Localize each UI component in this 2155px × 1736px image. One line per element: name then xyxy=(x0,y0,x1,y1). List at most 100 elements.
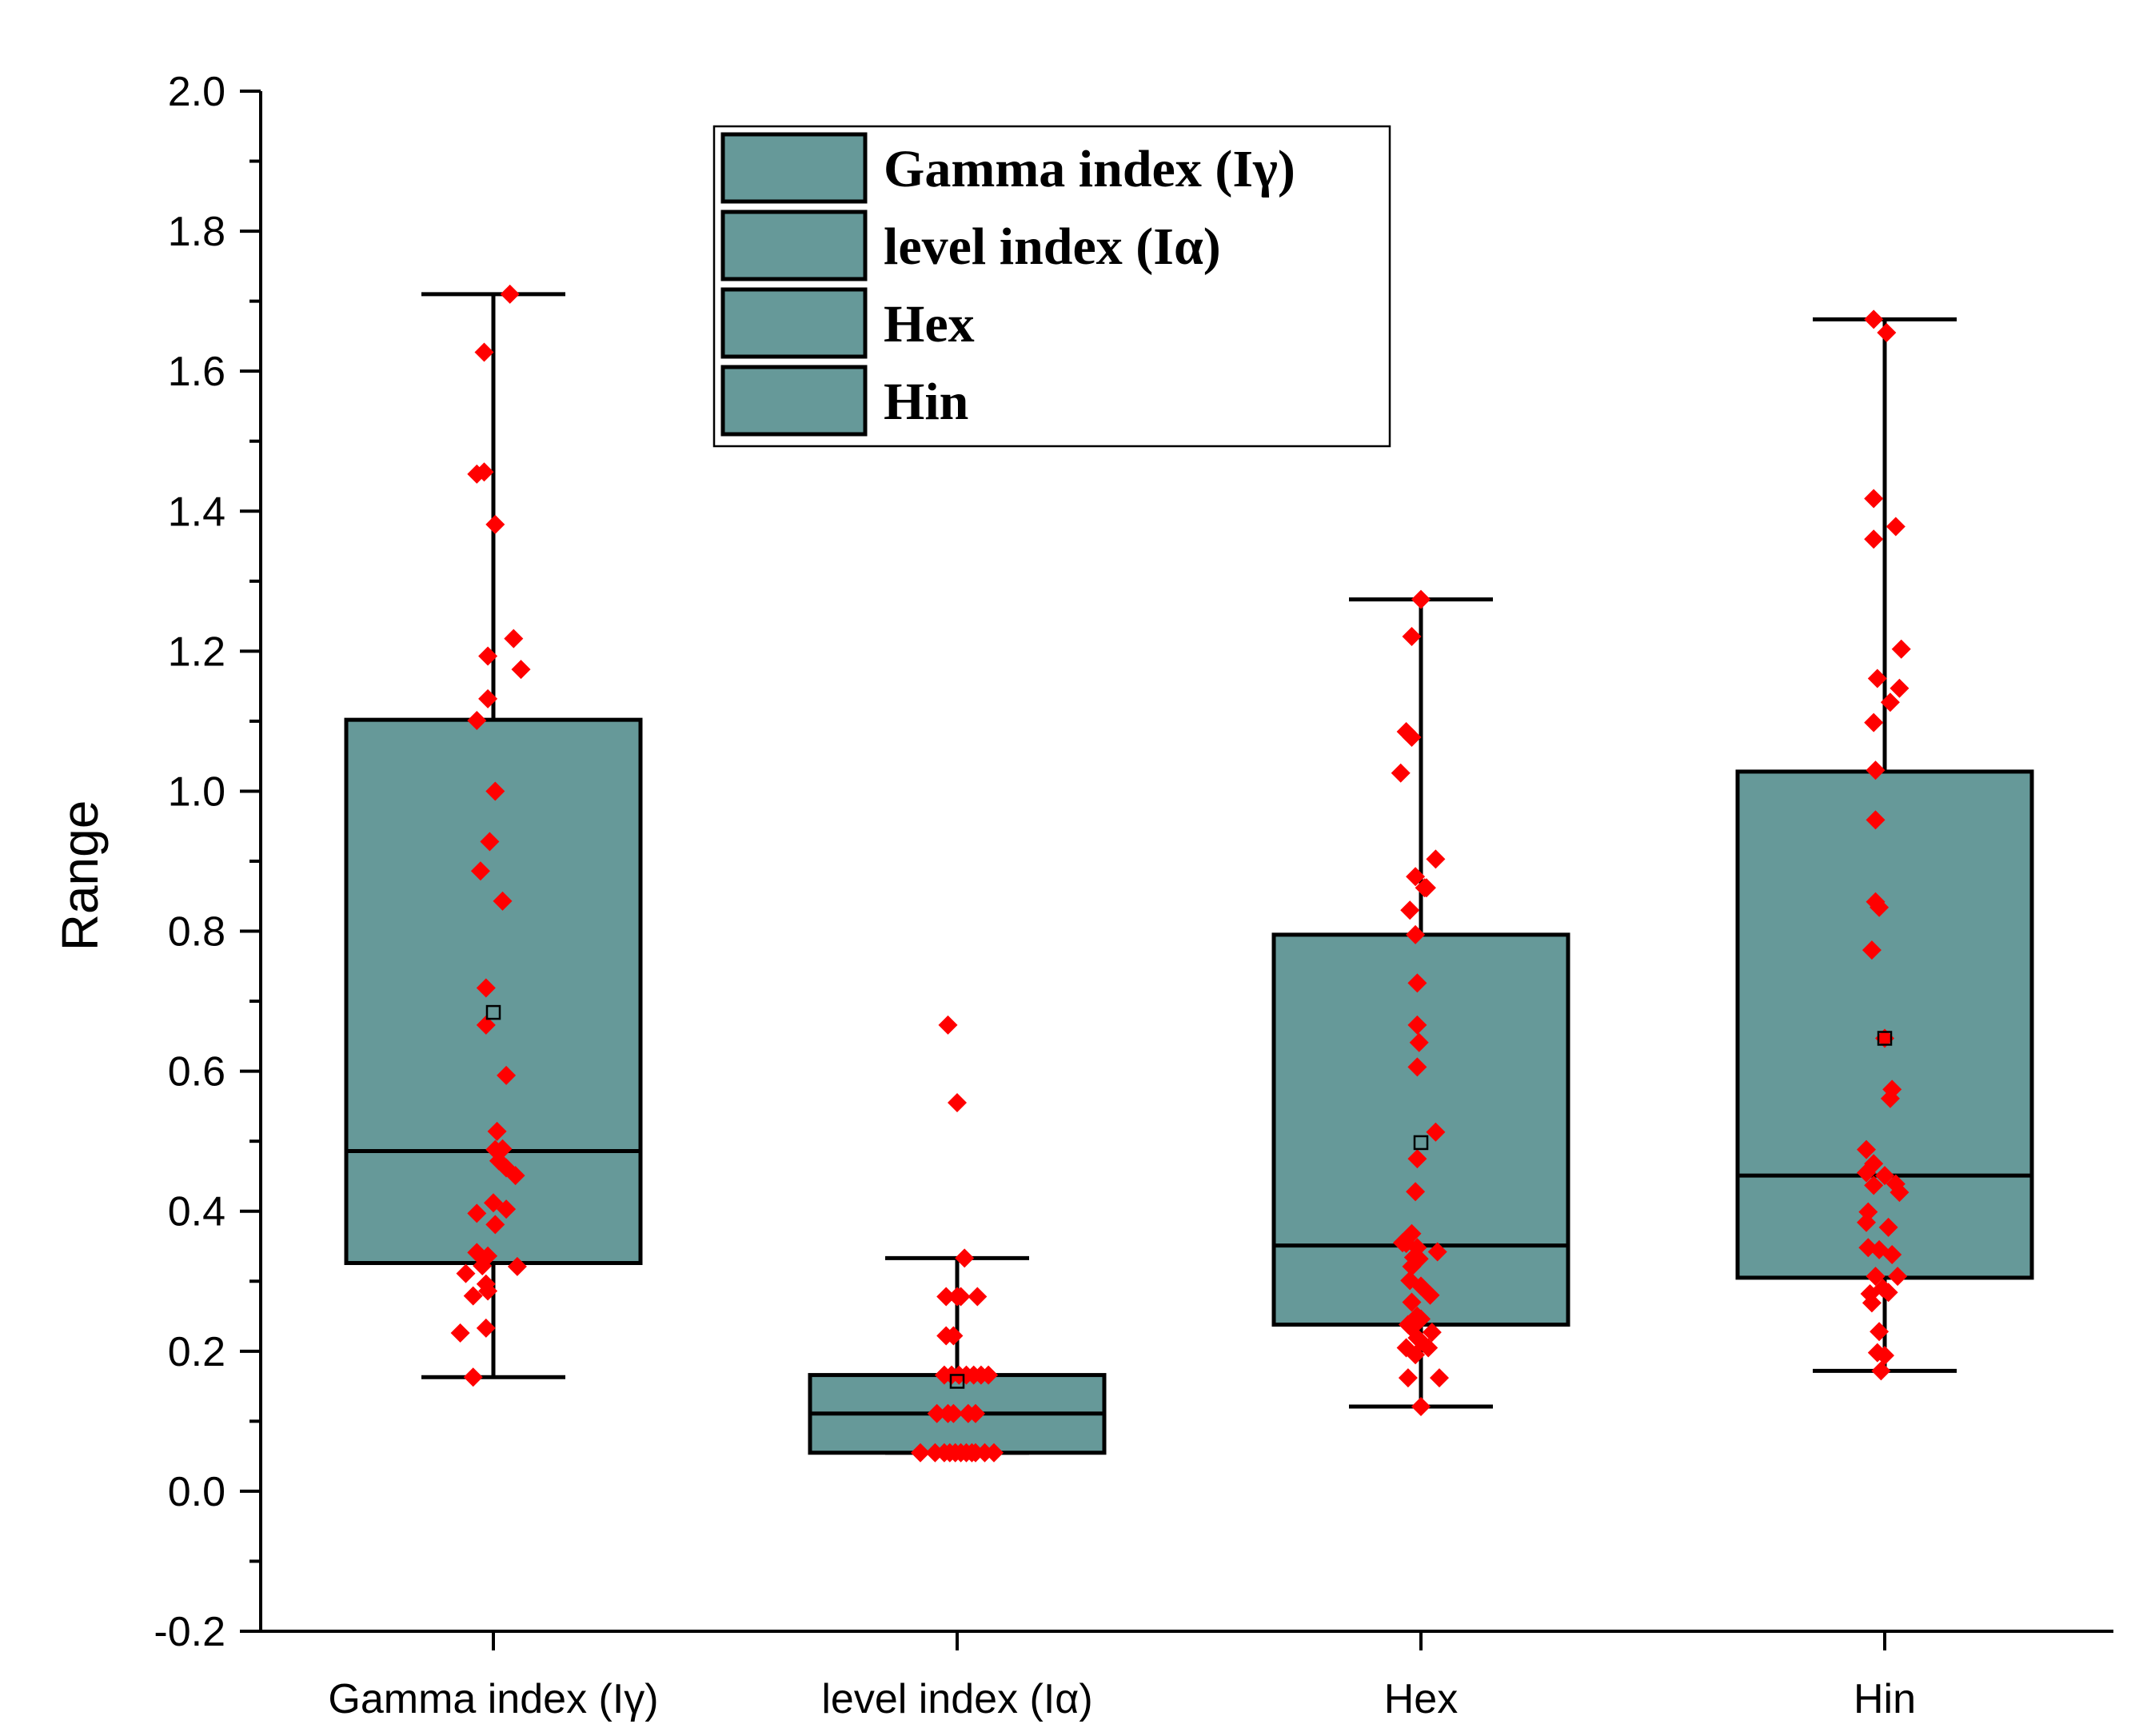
y-tick-label: 0.8 xyxy=(168,909,225,956)
data-point xyxy=(1864,309,1884,329)
data-point xyxy=(1882,1245,1902,1265)
data-point xyxy=(478,1281,498,1301)
data-point xyxy=(1857,1212,1876,1232)
data-point xyxy=(927,1403,947,1423)
data-point xyxy=(1407,1057,1427,1077)
data-point xyxy=(1890,678,1910,698)
y-tick-label: 0.2 xyxy=(168,1329,225,1375)
data-point xyxy=(467,711,487,731)
data-point xyxy=(476,1015,496,1035)
data-point xyxy=(450,1323,470,1343)
data-point xyxy=(487,1121,507,1141)
data-point xyxy=(474,462,494,482)
data-point xyxy=(485,1215,505,1235)
data-point xyxy=(507,1256,527,1276)
data-point xyxy=(1888,1267,1908,1287)
data-point xyxy=(1391,763,1411,783)
box-iqr xyxy=(1735,769,2034,1280)
data-point xyxy=(1416,878,1436,898)
data-point xyxy=(1857,1163,1876,1183)
x-tick-label: level index (Iα) xyxy=(821,1676,1092,1722)
legend-swatch xyxy=(720,365,868,437)
data-point xyxy=(1411,1396,1431,1416)
data-point xyxy=(497,1199,517,1219)
data-point xyxy=(1890,1183,1910,1203)
data-point xyxy=(1875,1166,1894,1186)
data-point xyxy=(1886,517,1906,537)
data-point xyxy=(473,1256,493,1276)
data-point xyxy=(1878,1217,1898,1237)
data-point xyxy=(480,832,500,852)
data-point xyxy=(1406,924,1426,944)
data-point xyxy=(1398,1368,1418,1388)
data-point xyxy=(968,1287,988,1307)
data-point xyxy=(474,342,494,362)
data-point xyxy=(984,1443,1004,1463)
data-point xyxy=(463,1367,483,1387)
data-point xyxy=(1407,1015,1427,1035)
plot-area: -0.2 0.0 0.2 0.4 0.6 0.8 1.0 1.2 1.4 1.6 1.8 2.0 Gam… xyxy=(154,69,2113,1722)
data-point xyxy=(1402,626,1422,646)
box-group xyxy=(1271,589,1570,1416)
data-point xyxy=(1867,668,1887,688)
data-point xyxy=(1875,1346,1894,1366)
data-point xyxy=(1877,323,1897,343)
mean-marker xyxy=(485,1004,501,1020)
data-point xyxy=(1409,1032,1429,1052)
box-group xyxy=(808,1015,1107,1463)
data-point xyxy=(485,514,505,534)
data-point xyxy=(493,891,513,911)
mean-marker xyxy=(1877,1031,1893,1046)
data-point xyxy=(936,1287,956,1307)
legend-label: level index (Iα) xyxy=(884,217,1221,276)
data-point xyxy=(1864,1175,1884,1195)
legend-label: Gamma index (Iγ) xyxy=(884,140,1295,198)
data-point xyxy=(1864,712,1884,732)
box-group xyxy=(1735,309,2034,1381)
data-point xyxy=(1866,810,1886,830)
box-iqr xyxy=(344,717,643,1266)
data-point xyxy=(1400,900,1420,920)
data-point xyxy=(1430,1368,1449,1388)
data-point xyxy=(505,1166,525,1186)
data-point xyxy=(1880,692,1900,712)
y-tick-label: 1.2 xyxy=(168,629,225,675)
data-point xyxy=(1866,1267,1886,1287)
data-point xyxy=(1420,1285,1440,1305)
data-point xyxy=(911,1443,930,1463)
legend-swatch xyxy=(720,210,868,281)
data-point xyxy=(497,1065,517,1085)
data-point xyxy=(1411,589,1431,609)
data-point xyxy=(500,284,520,304)
data-point xyxy=(1402,1292,1422,1312)
y-tick-label: 2.0 xyxy=(168,69,225,115)
data-point xyxy=(1880,1088,1900,1108)
data-point xyxy=(966,1403,985,1423)
data-point xyxy=(1870,897,1890,917)
legend: Gamma index (Iγ) level index (Iα) Hex Hin xyxy=(712,125,1391,448)
legend-swatch xyxy=(720,287,868,359)
data-point xyxy=(944,1403,964,1423)
data-point xyxy=(1862,1293,1882,1313)
data-point xyxy=(478,646,498,666)
x-tick-label: Hex xyxy=(1384,1676,1458,1722)
data-point xyxy=(948,1093,967,1113)
data-point xyxy=(938,1015,958,1035)
data-point xyxy=(955,1248,975,1268)
data-point xyxy=(1870,1322,1890,1342)
data-point xyxy=(1406,867,1426,887)
data-point xyxy=(478,688,498,708)
legend-label: Hin xyxy=(884,373,968,431)
y-tick-label: -0.2 xyxy=(154,1609,225,1655)
y-tick-label: 1.4 xyxy=(168,489,225,535)
data-point xyxy=(1426,849,1446,869)
y-tick-label: 1.0 xyxy=(168,768,225,815)
data-point xyxy=(1878,1283,1898,1303)
data-point xyxy=(979,1365,999,1385)
data-point xyxy=(1402,1256,1422,1276)
x-tick-label: Hin xyxy=(1854,1676,1916,1722)
data-point xyxy=(1426,1122,1446,1142)
data-point xyxy=(1407,1149,1427,1169)
data-point xyxy=(1422,1323,1442,1343)
